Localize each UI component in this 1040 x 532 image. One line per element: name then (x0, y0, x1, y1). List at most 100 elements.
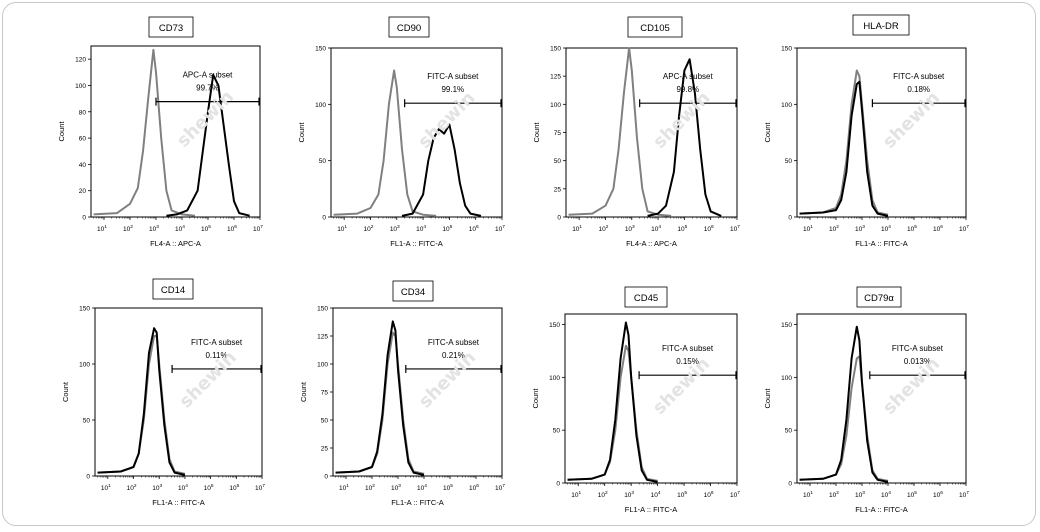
x-tick-label: 105 (907, 490, 917, 499)
x-tick-label: 106 (704, 490, 714, 499)
y-tick-label: 50 (785, 158, 793, 165)
x-tick-label: 105 (442, 224, 452, 233)
gate-value: 99.7% (196, 84, 219, 93)
x-tick-label: 101 (572, 224, 582, 233)
x-axis-label: FL1-A :: FITC-A (855, 505, 908, 514)
y-tick-label: 100 (781, 102, 792, 109)
y-tick-label: 25 (554, 186, 562, 193)
x-tick-label: 102 (127, 483, 137, 492)
histogram-gray (568, 47, 672, 217)
flow-cytometry-figure: CD73 0 20 40 60 80 100 120 Count 101 102 103 104 105 1… (57, 14, 969, 514)
y-tick-label: 100 (550, 102, 561, 109)
gate-label: APC-A subset (663, 72, 714, 81)
y-tick-label: 40 (79, 162, 87, 169)
x-tick-label: 104 (417, 483, 427, 492)
y-tick-label: 25 (321, 446, 329, 453)
x-axis-label: FL1-A :: FITC-A (855, 239, 908, 248)
x-tick-label: 106 (933, 490, 943, 499)
histogram-black (799, 325, 889, 483)
gate-label: FITC-A subset (191, 338, 243, 347)
x-tick-label: 105 (907, 224, 917, 233)
chart-panel-7: CD45 0 50 100 150 Count 101 102 103 104 105 106 107 F… (531, 286, 740, 514)
panel-title-box (392, 280, 434, 302)
x-tick-label: 104 (416, 224, 426, 233)
x-axis-label: FL1-A :: FITC-A (152, 498, 205, 507)
y-tick-label: 150 (550, 46, 561, 53)
x-tick-label: 107 (730, 490, 740, 499)
x-tick-label: 107 (959, 224, 969, 233)
y-tick-label: 120 (75, 57, 86, 64)
panel-title: CD45 (634, 293, 658, 304)
x-tick-label: 106 (469, 224, 479, 233)
plot-area (564, 313, 738, 484)
x-tick-label: 106 (933, 224, 943, 233)
gate-value: 0.15% (676, 357, 699, 366)
x-tick-label: 106 (704, 224, 714, 233)
x-axis-label: FL1-A :: FITC-A (390, 239, 443, 248)
x-tick-label: 107 (495, 483, 505, 492)
y-tick-label: 0 (788, 215, 792, 222)
histogram-gray (335, 331, 425, 475)
y-tick-label: 125 (550, 74, 561, 81)
x-tick-label: 102 (829, 490, 839, 499)
panel-title-box (856, 286, 902, 308)
y-tick-label: 150 (549, 322, 560, 329)
histogram-black (799, 80, 889, 217)
histogram-black (97, 327, 186, 476)
x-tick-label: 103 (625, 224, 635, 233)
gate-label: FITC-A subset (662, 344, 714, 353)
x-tick-label: 105 (443, 483, 453, 492)
y-tick-label: 125 (317, 334, 328, 341)
x-tick-label: 101 (339, 483, 349, 492)
histogram-black (335, 320, 425, 476)
panel-title: CD105 (640, 23, 670, 34)
x-tick-label: 107 (255, 483, 265, 492)
x-tick-label: 104 (178, 483, 188, 492)
y-axis-label: Count (763, 388, 772, 409)
y-tick-label: 150 (315, 46, 326, 53)
y-tick-label: 0 (788, 481, 792, 488)
x-tick-label: 102 (598, 490, 608, 499)
y-tick-label: 0 (86, 474, 90, 481)
y-axis-label: Count (532, 122, 541, 143)
watermark-logo: shewin (173, 86, 238, 151)
x-tick-label: 102 (829, 224, 839, 233)
x-tick-label: 103 (855, 490, 865, 499)
x-tick-label: 103 (855, 224, 865, 233)
y-tick-label: 50 (321, 418, 329, 425)
histogram-gray (567, 344, 658, 482)
chart-panel-4: HLA-DR 0 50 100 150 Count 101 102 103 104 105 106 10… (763, 14, 969, 248)
x-tick-label: 101 (97, 224, 107, 233)
y-tick-label: 100 (75, 83, 86, 90)
y-tick-label: 75 (554, 130, 562, 137)
x-tick-label: 105 (201, 224, 211, 233)
x-tick-label: 107 (495, 224, 505, 233)
histogram-black (647, 58, 722, 217)
gate-label: FITC-A subset (892, 344, 944, 353)
gate-value: 0.21% (442, 351, 465, 360)
x-tick-label: 105 (204, 483, 214, 492)
panel-title-box (152, 278, 194, 300)
watermark-logo: shewin (879, 88, 944, 153)
x-tick-label: 104 (881, 490, 891, 499)
chart-panel-6: CD34 0 25 50 75 100 125 150 Count 101 102 103 104 105… (299, 280, 505, 507)
y-tick-label: 75 (321, 390, 329, 397)
histogram-gray (97, 335, 186, 475)
y-axis-label: Count (299, 381, 308, 402)
watermark-logo: shewin (414, 88, 479, 153)
y-tick-label: 20 (79, 188, 87, 195)
panel-title-box (852, 14, 910, 36)
x-tick-label: 103 (149, 224, 159, 233)
x-tick-label: 101 (803, 224, 813, 233)
x-tick-label: 106 (227, 224, 237, 233)
y-tick-label: 50 (554, 158, 562, 165)
x-tick-label: 104 (175, 224, 185, 233)
y-axis-label: Count (531, 388, 540, 409)
chart-panel-8: CD79α 0 50 100 150 Count 101 102 103 104 105 106 107… (763, 286, 969, 514)
panel-title: HLA-DR (863, 21, 899, 32)
y-tick-label: 100 (79, 362, 90, 369)
y-tick-label: 60 (79, 136, 87, 143)
gate-label: APC-A subset (183, 71, 234, 80)
x-axis-label: FL1-A :: FITC-A (391, 498, 444, 507)
y-axis-label: Count (297, 122, 306, 143)
